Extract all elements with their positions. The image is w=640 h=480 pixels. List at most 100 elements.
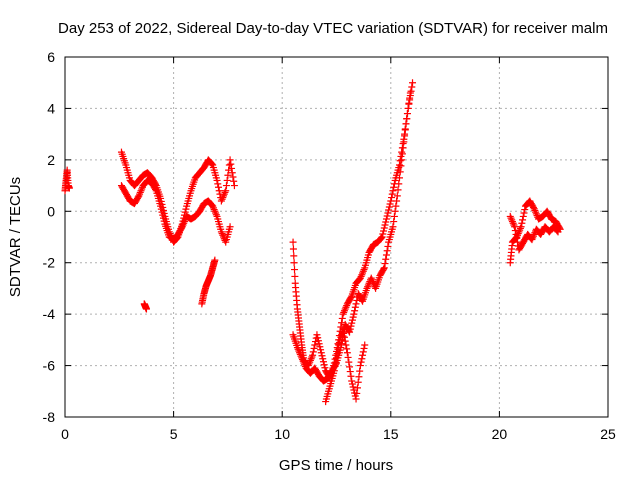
data-point <box>359 267 367 275</box>
data-point <box>398 156 406 164</box>
data-point <box>178 223 186 231</box>
data-point <box>399 144 407 152</box>
data-point <box>395 161 403 169</box>
data-point <box>296 350 304 358</box>
data-point <box>360 344 368 352</box>
data-point <box>340 333 348 341</box>
data-point <box>356 274 364 282</box>
data-point <box>321 364 329 372</box>
data-point <box>380 224 388 232</box>
data-point <box>361 341 369 349</box>
data-point <box>217 197 225 205</box>
data-point <box>396 157 404 165</box>
data-point <box>345 358 353 366</box>
data-point <box>356 362 364 370</box>
data-point <box>388 190 396 198</box>
data-point <box>377 235 385 243</box>
data-point <box>309 348 317 356</box>
data-point <box>392 202 400 210</box>
data-point <box>381 221 389 229</box>
data-point <box>351 307 359 315</box>
data-point <box>378 233 386 241</box>
data-point <box>293 344 301 352</box>
data-point <box>530 205 538 213</box>
data-point <box>289 245 297 253</box>
data-point <box>300 359 308 367</box>
data-point <box>513 234 521 242</box>
data-point <box>516 224 524 232</box>
data-point <box>297 352 305 360</box>
data-point <box>340 308 348 316</box>
data-point <box>352 395 360 403</box>
data-point <box>404 104 412 112</box>
data-point <box>343 302 351 310</box>
data-point <box>532 210 540 218</box>
y-tick-label: 4 <box>47 100 55 116</box>
y-tick-label: -4 <box>43 306 56 322</box>
data-point <box>507 214 515 222</box>
y-axis-label: SDTVAR / TECUs <box>7 177 24 297</box>
data-point <box>510 221 518 229</box>
data-point <box>383 247 391 255</box>
data-point <box>519 216 527 224</box>
data-point <box>180 218 188 226</box>
x-tick-label: 0 <box>61 426 69 442</box>
data-point <box>219 194 227 202</box>
data-point <box>229 173 237 181</box>
data-point <box>157 205 165 213</box>
data-point <box>222 187 230 195</box>
data-point <box>401 126 409 134</box>
data-point <box>158 208 166 216</box>
data-point <box>342 341 350 349</box>
data-point <box>528 236 536 244</box>
data-point <box>343 349 351 357</box>
data-point <box>305 360 313 368</box>
data-point <box>394 186 402 194</box>
data-point <box>179 221 187 229</box>
data-point <box>393 197 401 205</box>
x-tick-label: 20 <box>492 426 508 442</box>
data-point <box>347 322 355 330</box>
data-point <box>343 345 351 353</box>
data-point <box>346 368 354 376</box>
data-point <box>508 216 516 224</box>
data-point <box>350 310 358 318</box>
data-point <box>346 363 354 371</box>
data-point <box>514 231 521 239</box>
data-point <box>226 156 234 164</box>
data-point <box>405 99 413 107</box>
data-point <box>309 351 317 359</box>
data-point <box>354 378 362 386</box>
data-point <box>211 207 219 215</box>
data-point <box>290 252 298 260</box>
data-point <box>352 300 360 308</box>
data-point <box>338 319 346 327</box>
data-point <box>316 343 324 351</box>
data-point <box>388 194 396 202</box>
data-point <box>209 202 217 210</box>
data-point <box>214 180 222 188</box>
data-point <box>342 303 350 311</box>
data-point <box>357 358 365 366</box>
data-point <box>227 160 235 168</box>
data-point <box>382 215 390 223</box>
chart-title: Day 253 of 2022, Sidereal Day-to-day VTE… <box>58 20 608 37</box>
data-point <box>180 219 188 227</box>
data-point <box>348 319 356 327</box>
data-point <box>159 211 167 219</box>
data-points <box>61 79 564 406</box>
data-point <box>359 351 367 359</box>
y-tick-label: 0 <box>47 203 55 219</box>
data-point <box>212 209 220 217</box>
data-point <box>529 234 537 242</box>
data-point <box>401 132 409 140</box>
data-point <box>408 83 416 91</box>
data-point <box>181 208 189 216</box>
data-point <box>341 305 349 313</box>
data-point <box>152 185 159 193</box>
data-point <box>348 377 356 385</box>
data-point <box>529 203 537 211</box>
data-point <box>406 94 414 102</box>
data-point <box>221 188 229 196</box>
